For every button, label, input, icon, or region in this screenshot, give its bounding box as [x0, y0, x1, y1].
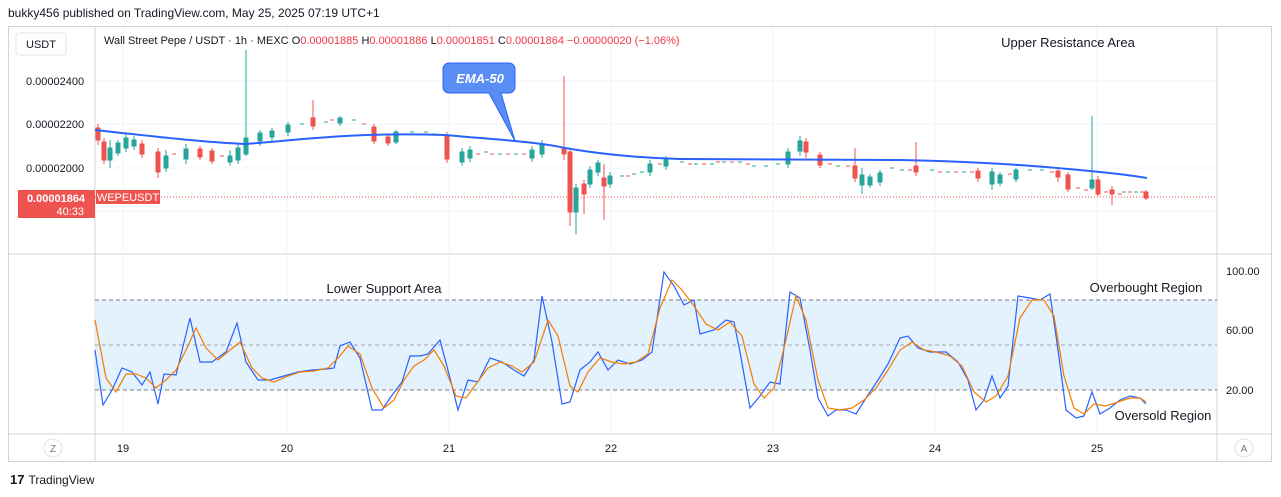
time-tick: 25 — [1091, 443, 1103, 455]
tradingview-logo-icon: 17 — [10, 472, 25, 487]
footer-brand[interactable]: 17 TradingView — [10, 472, 95, 487]
osc-tick: 20.00 — [1226, 385, 1254, 397]
ticker-label-text: WEPEUSDT — [97, 192, 160, 204]
overbought-label: Overbought Region — [1090, 280, 1203, 295]
ohlc-low: 0.00001851 — [436, 35, 495, 47]
lower-support-label: Lower Support Area — [327, 281, 443, 296]
price-tick: 0.00002000 — [26, 163, 84, 175]
stoch-d-line — [94, 278, 1147, 415]
footer-brand-text: TradingView — [28, 472, 95, 487]
ohlc-open-label: O — [291, 35, 301, 47]
ohlc-high-label: H — [361, 35, 370, 47]
symbol-legend[interactable]: Wall Street Pepe / USDT · 1h · MEXC O0.0… — [104, 35, 680, 47]
last-price-value: 0.00001864 — [27, 193, 86, 205]
currency-button-label: USDT — [26, 39, 56, 51]
last-price-countdown: 40:33 — [56, 206, 84, 218]
auto-scale-z-button[interactable] — [43, 438, 63, 458]
time-tick: 22 — [605, 443, 617, 455]
currency-button[interactable] — [15, 32, 67, 56]
ohlc-low-label: L — [430, 35, 437, 47]
ohlc-change: −0.00000020 (−1.06%) — [567, 35, 680, 47]
ema-callout-bubble — [442, 62, 516, 142]
osc-tick: 60.00 — [1226, 325, 1254, 337]
time-tick: 21 — [443, 443, 455, 455]
ema-50-line — [94, 129, 1148, 179]
ticker-label — [96, 190, 160, 204]
price-tick: 0.00002200 — [26, 119, 84, 131]
time-tick: 19 — [117, 443, 129, 455]
time-tick: 20 — [281, 443, 293, 455]
horizontal-grid — [95, 80, 1217, 212]
time-tick: 24 — [929, 443, 941, 455]
symbol-description: Wall Street Pepe / USDT · 1h · MEXC — [104, 35, 289, 47]
oversold-label: Oversold Region — [1115, 408, 1212, 423]
small-candles-down — [172, 119, 1144, 195]
ema-callout-text: EMA-50 — [456, 71, 504, 86]
auto-scale-a-button[interactable] — [1234, 438, 1254, 458]
z-button-label: Z — [50, 444, 56, 455]
a-button-label: A — [1241, 444, 1248, 455]
chart-frame — [8, 26, 1272, 462]
ohlc-open: 0.00001885 — [300, 35, 359, 47]
small-candles-up — [300, 119, 1138, 193]
time-tick: 23 — [767, 443, 779, 455]
last-price-label — [18, 190, 95, 218]
ohlc-close-label: C — [497, 35, 506, 47]
ohlc-close: 0.00001864 — [505, 35, 564, 47]
candles — [95, 50, 1149, 234]
osc-tick: 100.00 — [1226, 266, 1260, 278]
upper-resistance-label: Upper Resistance Area — [1001, 35, 1135, 50]
price-tick: 0.00002400 — [26, 76, 84, 88]
publisher-line: bukky456 published on TradingView.com, M… — [8, 6, 380, 20]
ohlc-high: 0.00001886 — [369, 35, 428, 47]
